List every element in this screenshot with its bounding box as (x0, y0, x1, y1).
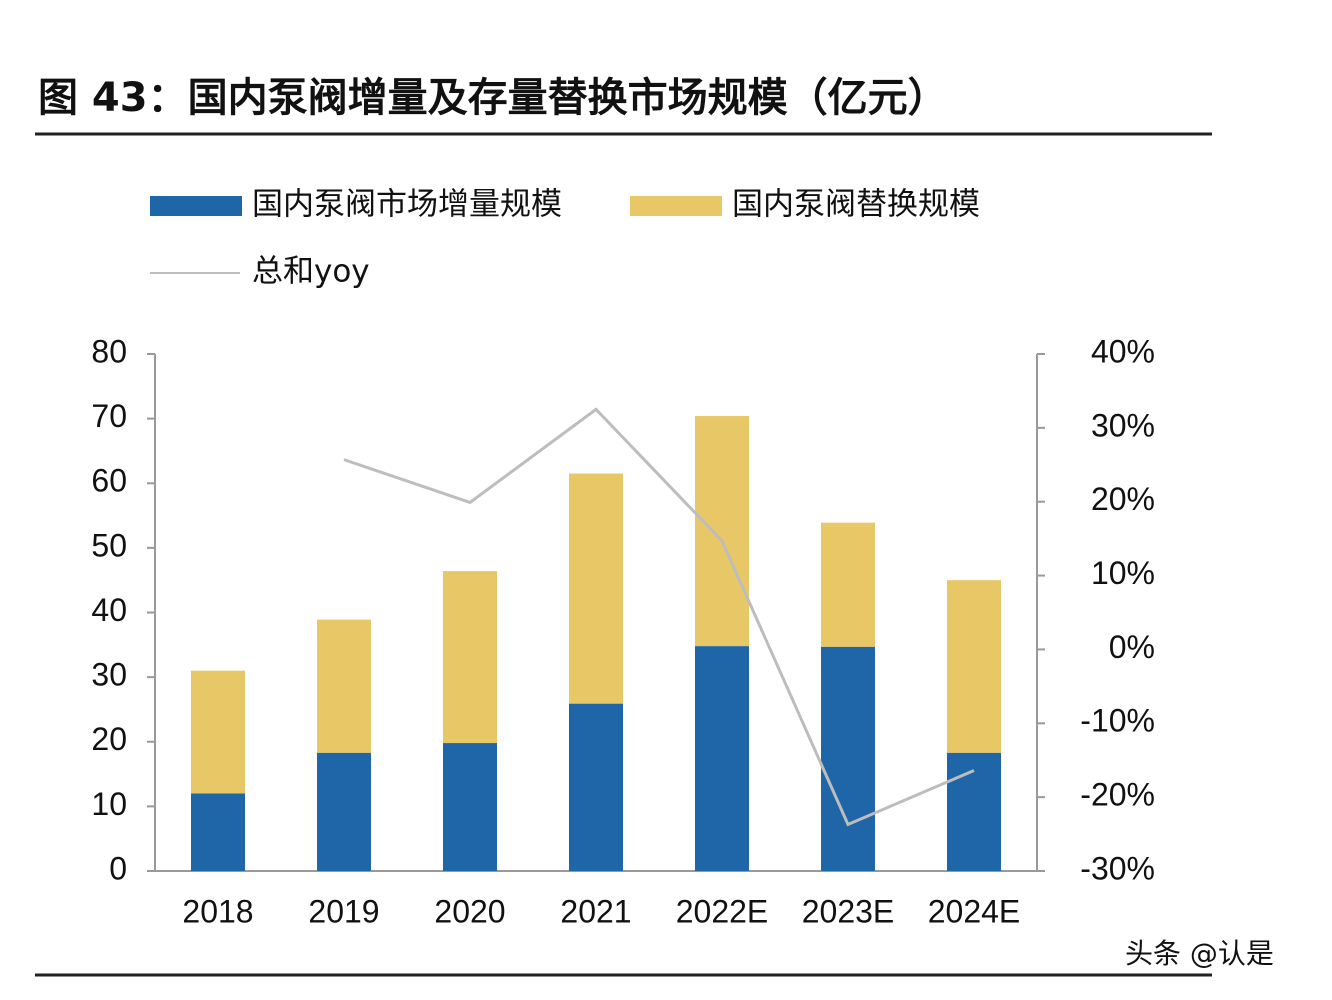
legend-label: 国内泵阀替换规模 (732, 187, 980, 223)
bar (443, 743, 497, 871)
chart-title: 图 43：国内泵阀增量及存量替换市场规模（亿元） (38, 75, 948, 121)
bar (947, 580, 1001, 753)
bar (191, 793, 245, 871)
y-tick-label: 30 (91, 657, 127, 693)
x-tick-label: 2020 (434, 893, 505, 929)
x-tick-label: 2024E (928, 893, 1021, 929)
y2-tick-label: -20% (1080, 777, 1155, 813)
y-tick-label: 0 (109, 850, 127, 886)
bar (443, 571, 497, 744)
y-tick-label: 80 (91, 333, 127, 369)
y-tick-label: 40 (91, 592, 127, 628)
bar (569, 473, 623, 704)
x-tick-label: 2018 (182, 893, 253, 929)
bar (317, 619, 371, 753)
bar (947, 752, 1001, 871)
x-tick-label: 2019 (308, 893, 379, 929)
y2-tick-label: -30% (1080, 850, 1155, 886)
bar (695, 416, 749, 647)
y-tick-label: 60 (91, 463, 127, 499)
line (343, 407, 975, 827)
y2-tick-label: -10% (1080, 703, 1155, 739)
legend-swatch (630, 196, 722, 216)
bar (695, 646, 749, 871)
watermark: 头条 @认是 (1125, 937, 1274, 970)
x-tick-label: 2023E (802, 893, 895, 929)
y-tick-label: 50 (91, 527, 127, 563)
legend-label: 国内泵阀市场增量规模 (252, 187, 562, 223)
y2-tick-label: 30% (1091, 407, 1155, 443)
bar (821, 646, 875, 871)
bar (191, 670, 245, 794)
x-tick-label: 2022E (676, 893, 769, 929)
y2-tick-label: 10% (1091, 555, 1155, 591)
x-tick-label: 2021 (560, 893, 631, 929)
y2-tick-label: 0% (1109, 629, 1155, 665)
y2-tick-label: 40% (1091, 333, 1155, 369)
bar (821, 522, 875, 647)
y-tick-label: 20 (91, 721, 127, 757)
legend-label: 总和yoy (252, 254, 370, 290)
legend-swatch (150, 196, 242, 216)
bar (317, 752, 371, 871)
bar (569, 703, 623, 871)
y-tick-label: 70 (91, 398, 127, 434)
y2-tick-label: 20% (1091, 481, 1155, 517)
y-tick-label: 10 (91, 786, 127, 822)
